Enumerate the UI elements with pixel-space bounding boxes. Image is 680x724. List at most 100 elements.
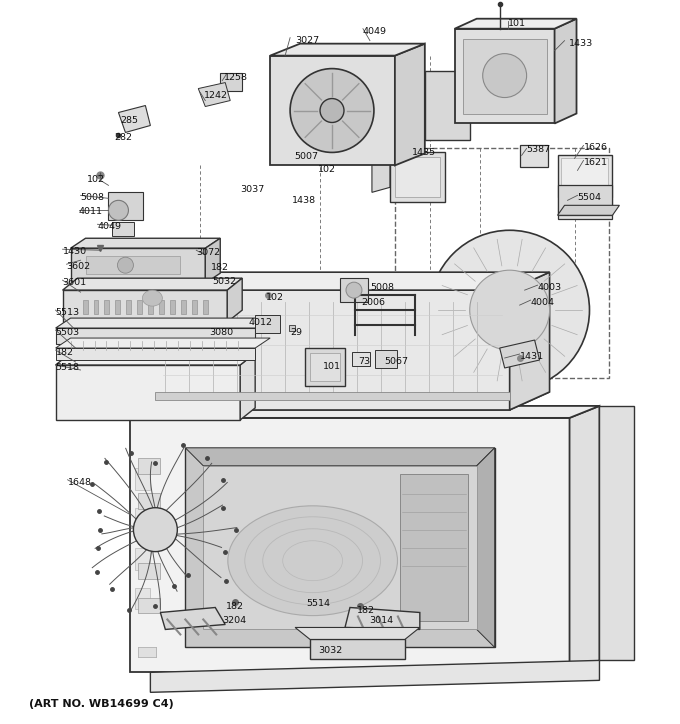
Text: 3204: 3204 <box>222 616 246 626</box>
Text: 3072: 3072 <box>197 248 220 257</box>
Bar <box>82 300 88 314</box>
Bar <box>558 185 613 215</box>
Polygon shape <box>118 106 150 132</box>
Polygon shape <box>600 406 634 660</box>
Ellipse shape <box>228 506 398 615</box>
Text: 285: 285 <box>120 116 139 125</box>
Text: 182: 182 <box>56 348 73 357</box>
Bar <box>135 508 150 530</box>
Polygon shape <box>390 280 430 340</box>
Bar <box>305 348 345 386</box>
Bar <box>255 315 280 333</box>
Bar <box>126 300 131 314</box>
Bar <box>139 647 156 657</box>
Polygon shape <box>295 628 420 639</box>
Ellipse shape <box>483 54 526 98</box>
Text: 182: 182 <box>211 264 229 272</box>
Polygon shape <box>155 272 549 290</box>
Polygon shape <box>56 328 255 344</box>
Polygon shape <box>186 448 494 466</box>
Text: 1433: 1433 <box>568 38 593 48</box>
Text: 102: 102 <box>318 165 336 174</box>
Polygon shape <box>555 19 577 124</box>
Bar <box>148 300 154 314</box>
Bar <box>558 156 613 198</box>
Bar <box>560 159 609 193</box>
Bar <box>192 300 197 314</box>
Polygon shape <box>345 607 420 629</box>
Bar <box>139 528 160 544</box>
Bar <box>139 458 160 473</box>
Text: 101: 101 <box>323 362 341 371</box>
Bar <box>395 157 440 198</box>
Bar <box>558 198 613 219</box>
Text: 29: 29 <box>290 328 302 337</box>
Text: (ART NO. WB14699 C4): (ART NO. WB14699 C4) <box>29 699 173 710</box>
Bar <box>390 153 445 202</box>
Polygon shape <box>56 338 270 348</box>
Text: 1430: 1430 <box>63 247 86 256</box>
Bar <box>520 146 547 167</box>
Bar <box>220 72 242 90</box>
Bar <box>135 588 150 610</box>
Text: 4011: 4011 <box>78 207 103 216</box>
Text: 2006: 2006 <box>361 298 385 307</box>
Polygon shape <box>160 607 225 629</box>
Text: 1242: 1242 <box>204 90 228 100</box>
Polygon shape <box>150 660 600 692</box>
Polygon shape <box>270 43 425 56</box>
Bar <box>139 597 160 613</box>
Bar <box>86 256 180 274</box>
Ellipse shape <box>470 270 549 350</box>
Polygon shape <box>270 56 395 165</box>
Bar <box>155 392 509 400</box>
Polygon shape <box>477 448 494 647</box>
Polygon shape <box>56 365 240 420</box>
Ellipse shape <box>109 201 129 220</box>
Bar <box>400 473 469 621</box>
Bar <box>116 300 120 314</box>
Bar <box>159 300 165 314</box>
Text: 3602: 3602 <box>67 262 90 272</box>
Bar <box>94 300 99 314</box>
Ellipse shape <box>430 230 590 390</box>
Text: 3032: 3032 <box>318 647 342 655</box>
Text: 1648: 1648 <box>67 478 92 487</box>
Bar <box>135 547 150 570</box>
Ellipse shape <box>290 69 374 153</box>
Bar <box>425 71 470 140</box>
Bar <box>203 300 208 314</box>
Ellipse shape <box>346 282 362 298</box>
Bar <box>171 300 175 314</box>
Bar <box>139 647 156 657</box>
Polygon shape <box>455 19 577 29</box>
Polygon shape <box>227 278 242 322</box>
Text: 5514: 5514 <box>306 599 330 607</box>
Bar <box>375 350 397 368</box>
Polygon shape <box>131 418 570 673</box>
Ellipse shape <box>118 257 133 273</box>
Text: 1431: 1431 <box>520 352 544 361</box>
Text: 4049: 4049 <box>363 27 387 35</box>
Text: 101: 101 <box>508 19 526 28</box>
Text: 73: 73 <box>358 357 370 366</box>
Bar <box>135 468 150 489</box>
Text: 182: 182 <box>357 607 375 615</box>
Ellipse shape <box>133 508 177 552</box>
Bar <box>203 466 477 629</box>
Polygon shape <box>71 248 205 283</box>
Text: 5387: 5387 <box>526 146 551 154</box>
Bar <box>340 278 368 302</box>
Polygon shape <box>509 272 549 410</box>
Bar <box>182 300 186 314</box>
Text: 3601: 3601 <box>63 278 86 287</box>
Polygon shape <box>455 29 555 124</box>
Text: 4049: 4049 <box>97 222 122 231</box>
Text: 5007: 5007 <box>294 153 318 161</box>
Polygon shape <box>71 238 220 248</box>
Text: 5504: 5504 <box>577 193 602 202</box>
Bar <box>310 353 340 381</box>
Text: 5503: 5503 <box>56 328 80 337</box>
Text: 102: 102 <box>266 293 284 302</box>
Bar <box>139 647 156 657</box>
